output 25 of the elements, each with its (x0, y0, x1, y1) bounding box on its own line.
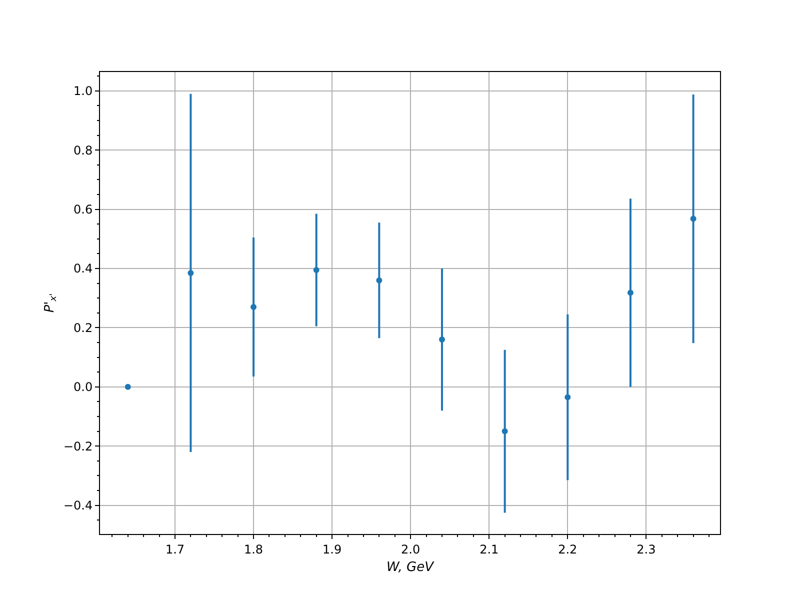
point (502, 428, 508, 434)
y-tick-label: 1.0 (74, 84, 93, 98)
point (376, 277, 382, 284)
x-tick-label: 1.9 (322, 542, 342, 556)
y-tick-label: 0.0 (74, 380, 93, 394)
point (564, 394, 571, 400)
x-tick-label: 1.8 (244, 542, 264, 556)
point (627, 290, 634, 296)
y-tick-label: −0.2 (63, 439, 93, 454)
x-tick-label: 2.3 (636, 542, 656, 556)
y-tick-label: −0.4 (63, 498, 93, 512)
point (690, 216, 696, 222)
x-axis-title: W, GeV (386, 560, 435, 575)
y-tick-label: 0.4 (74, 262, 93, 276)
x-tick-label: 2.1 (480, 542, 499, 556)
x-tick-label: 2.0 (401, 542, 420, 556)
x-tick-label: 1.7 (165, 542, 185, 556)
point (250, 304, 257, 310)
y-tick-label: 0.8 (74, 143, 93, 158)
point (313, 267, 320, 273)
y-tick-label: 0.2 (74, 320, 93, 335)
y-tick-label: 0.6 (74, 202, 93, 217)
point (439, 336, 445, 343)
x-tick-label: 2.2 (558, 542, 578, 556)
point (188, 270, 194, 276)
